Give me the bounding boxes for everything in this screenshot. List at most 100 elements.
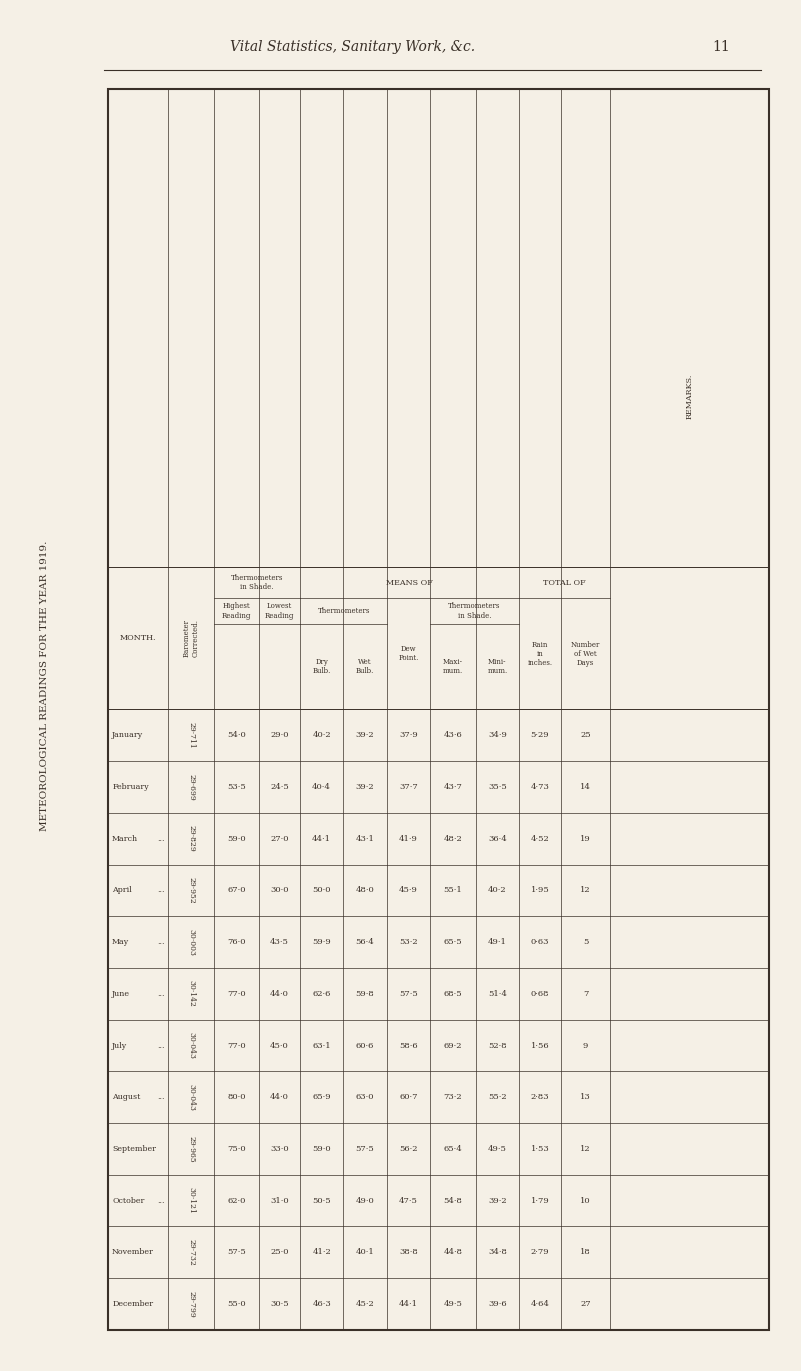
Text: 30·003: 30·003 (187, 928, 195, 956)
Text: 18: 18 (580, 1249, 591, 1256)
Text: 1·56: 1·56 (530, 1042, 549, 1050)
Text: 11: 11 (712, 40, 730, 53)
Text: 57·5: 57·5 (227, 1249, 246, 1256)
Text: 0·68: 0·68 (530, 990, 549, 998)
Text: 51·4: 51·4 (488, 990, 507, 998)
Text: 60·6: 60·6 (356, 1042, 374, 1050)
Text: 12: 12 (580, 887, 591, 894)
Text: 4·73: 4·73 (530, 783, 549, 791)
Text: 30·0: 30·0 (270, 887, 289, 894)
Text: 53·2: 53·2 (399, 938, 418, 946)
Text: ...: ... (158, 1093, 165, 1101)
Text: Number
of Wet
Days: Number of Wet Days (571, 640, 600, 668)
Text: 38·8: 38·8 (399, 1249, 418, 1256)
Text: 25: 25 (580, 731, 591, 739)
Text: 40·4: 40·4 (312, 783, 331, 791)
Text: 59·9: 59·9 (312, 938, 331, 946)
Text: 80·0: 80·0 (227, 1093, 246, 1101)
Text: September: September (112, 1145, 156, 1153)
Text: 59·0: 59·0 (227, 835, 246, 843)
Text: 57·5: 57·5 (356, 1145, 374, 1153)
Text: MONTH.: MONTH. (120, 635, 156, 642)
Text: June: June (112, 990, 130, 998)
Text: 48·2: 48·2 (444, 835, 462, 843)
Text: 46·3: 46·3 (312, 1300, 331, 1308)
Text: 14: 14 (580, 783, 591, 791)
Text: 30·043: 30·043 (187, 1032, 195, 1058)
Text: Dry
Bulb.: Dry Bulb. (312, 658, 331, 676)
Text: 48·0: 48·0 (356, 887, 374, 894)
Text: 34·8: 34·8 (488, 1249, 507, 1256)
Text: 62·0: 62·0 (227, 1197, 245, 1205)
Text: 63·0: 63·0 (356, 1093, 374, 1101)
Text: March: March (112, 835, 139, 843)
Text: 1·53: 1·53 (530, 1145, 549, 1153)
Text: 63·1: 63·1 (312, 1042, 331, 1050)
Bar (108, 89, 769, 1330)
Text: 30·5: 30·5 (270, 1300, 289, 1308)
Text: 29·0: 29·0 (270, 731, 289, 739)
Text: Thermometers
in Shade.: Thermometers in Shade. (231, 574, 284, 591)
Text: 29·699: 29·699 (187, 773, 195, 801)
Text: 39·2: 39·2 (356, 731, 374, 739)
Text: ...: ... (158, 1197, 165, 1205)
Text: ...: ... (158, 990, 165, 998)
Text: 49·5: 49·5 (488, 1145, 507, 1153)
Text: November: November (112, 1249, 154, 1256)
Text: 25·0: 25·0 (270, 1249, 289, 1256)
Text: 57·5: 57·5 (399, 990, 418, 998)
Text: 77·0: 77·0 (227, 1042, 246, 1050)
Text: 73·2: 73·2 (444, 1093, 462, 1101)
Text: Wet
Bulb.: Wet Bulb. (356, 658, 374, 676)
Text: 54·0: 54·0 (227, 731, 246, 739)
Text: February: February (112, 783, 149, 791)
Text: 60·7: 60·7 (399, 1093, 418, 1101)
Text: 49·1: 49·1 (488, 938, 507, 946)
Text: 5·29: 5·29 (530, 731, 549, 739)
Text: 67·0: 67·0 (227, 887, 246, 894)
Text: 39·6: 39·6 (488, 1300, 507, 1308)
Text: Dew
Point.: Dew Point. (398, 646, 419, 662)
Text: 43·1: 43·1 (356, 835, 374, 843)
Text: 29·965: 29·965 (187, 1135, 195, 1163)
Text: 5: 5 (583, 938, 588, 946)
Text: 19: 19 (580, 835, 591, 843)
Text: 29·799: 29·799 (187, 1290, 195, 1318)
Text: 62·6: 62·6 (312, 990, 331, 998)
Text: 27·0: 27·0 (270, 835, 289, 843)
Text: 56·4: 56·4 (356, 938, 374, 946)
Text: 47·5: 47·5 (399, 1197, 418, 1205)
Text: 59·0: 59·0 (312, 1145, 331, 1153)
Text: 44·1: 44·1 (399, 1300, 418, 1308)
Text: 2·79: 2·79 (530, 1249, 549, 1256)
Text: 45·2: 45·2 (356, 1300, 374, 1308)
Text: 0·63: 0·63 (530, 938, 549, 946)
Text: 65·4: 65·4 (444, 1145, 462, 1153)
Text: ...: ... (158, 1042, 165, 1050)
Text: 13: 13 (580, 1093, 591, 1101)
Text: 50·5: 50·5 (312, 1197, 331, 1205)
Text: 56·2: 56·2 (399, 1145, 418, 1153)
Text: 35·5: 35·5 (488, 783, 507, 791)
Text: 4·64: 4·64 (530, 1300, 549, 1308)
Text: 65·5: 65·5 (444, 938, 462, 946)
Text: 58·6: 58·6 (399, 1042, 418, 1050)
Text: 65·9: 65·9 (312, 1093, 331, 1101)
Text: 43·5: 43·5 (270, 938, 289, 946)
Text: 45·0: 45·0 (270, 1042, 289, 1050)
Text: August: August (112, 1093, 140, 1101)
Text: Thermometers: Thermometers (317, 607, 370, 616)
Text: 37·9: 37·9 (399, 731, 418, 739)
Text: 45·9: 45·9 (399, 887, 418, 894)
Text: 30·142: 30·142 (187, 980, 195, 1008)
Text: 76·0: 76·0 (227, 938, 246, 946)
Text: 55·1: 55·1 (444, 887, 462, 894)
Text: 40·1: 40·1 (356, 1249, 374, 1256)
Text: Barometer
Corrected.: Barometer Corrected. (183, 620, 199, 657)
Text: 40·2: 40·2 (488, 887, 507, 894)
Text: 50·0: 50·0 (312, 887, 331, 894)
Text: Thermometers
in Shade.: Thermometers in Shade. (449, 602, 501, 620)
Text: 12: 12 (580, 1145, 591, 1153)
Text: 36·4: 36·4 (488, 835, 507, 843)
Text: January: January (112, 731, 143, 739)
